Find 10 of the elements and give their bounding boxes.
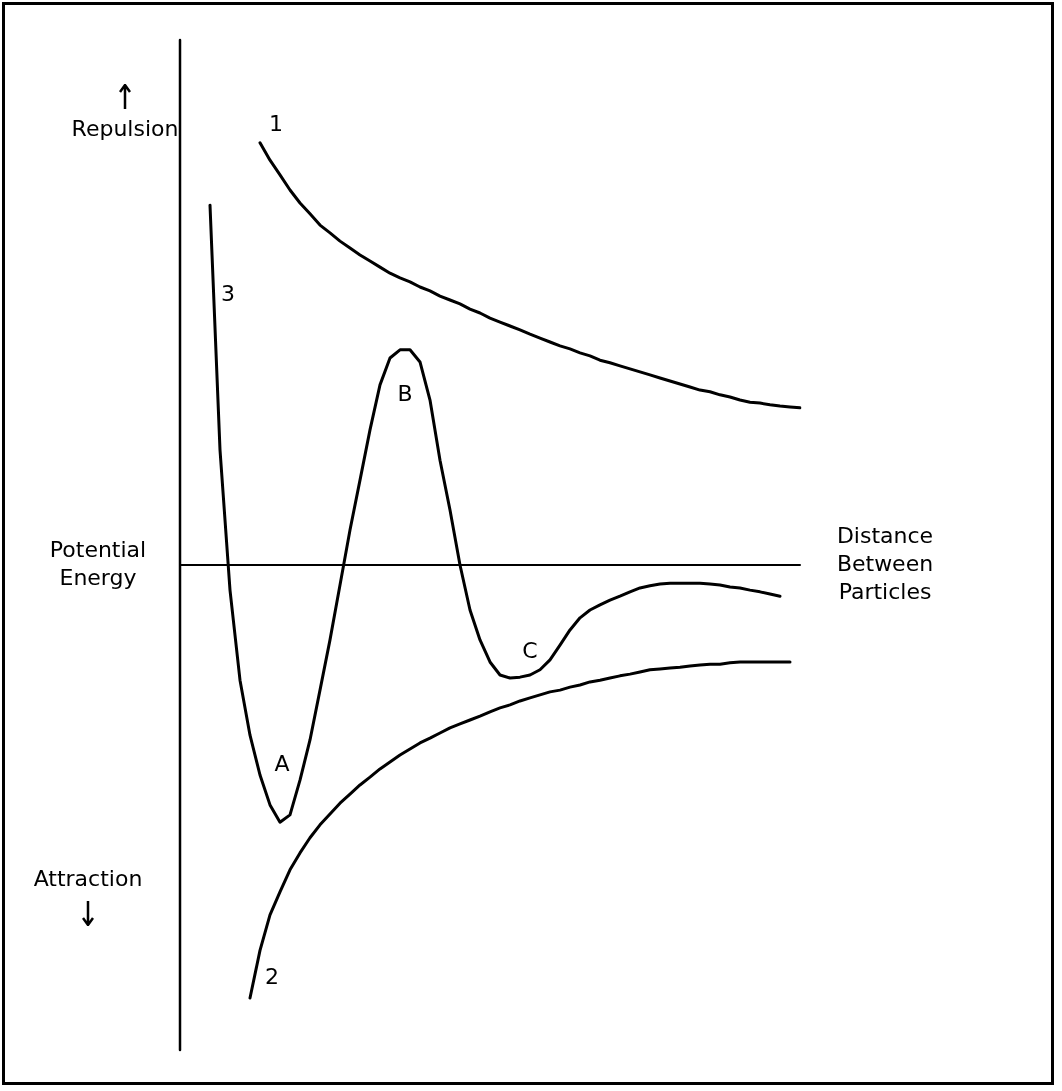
annotation: B bbox=[397, 380, 413, 406]
y-axis-title: Potential Energy bbox=[49, 536, 147, 590]
annotation: A bbox=[274, 750, 290, 776]
series-label: 3 bbox=[221, 280, 235, 306]
annotation: C bbox=[522, 637, 538, 663]
series-label: 1 bbox=[269, 110, 283, 136]
x-axis-title: Distance Between Particles bbox=[836, 522, 934, 604]
series-label: 2 bbox=[265, 963, 279, 989]
text: Attraction bbox=[33, 865, 143, 891]
text: Repulsion bbox=[71, 115, 179, 141]
